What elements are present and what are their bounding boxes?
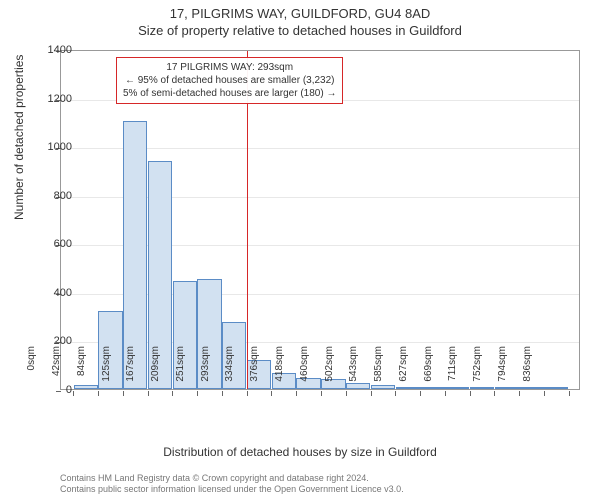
xtick-label: 418sqm [274,346,285,396]
xtick-label: 251sqm [175,346,186,396]
plot-region: 0sqm42sqm84sqm125sqm167sqm209sqm251sqm29… [60,50,580,390]
ytick-label: 400 [32,287,72,299]
xtick-label: 293sqm [200,346,211,396]
xtick-label: 669sqm [423,346,434,396]
xtick-label: 460sqm [299,346,310,396]
xtick-label: 543sqm [348,346,359,396]
xtick-mark [544,391,545,396]
xtick-mark [371,391,372,396]
xtick-mark [247,391,248,396]
ytick-label: 200 [32,335,72,347]
ytick-label: 1000 [32,141,72,153]
xtick-label: 794sqm [497,346,508,396]
bar [544,387,568,389]
xtick-label: 334sqm [224,346,235,396]
xtick-label: 125sqm [101,346,112,396]
x-axis-label: Distribution of detached houses by size … [0,445,600,459]
xtick-mark [271,391,272,396]
xtick-label: 836sqm [522,346,533,396]
ytick-label: 1200 [32,93,72,105]
ytick-label: 600 [32,238,72,250]
footer-line2: Contains public sector information licen… [60,484,404,496]
xtick-mark [470,391,471,396]
footer-line1: Contains HM Land Registry data © Crown c… [60,473,404,485]
xtick-mark [420,391,421,396]
xtick-label: 209sqm [150,346,161,396]
xtick-mark [494,391,495,396]
xtick-mark [296,391,297,396]
chart-container: 17, PILGRIMS WAY, GUILDFORD, GU4 8AD Siz… [0,0,600,500]
xtick-mark [346,391,347,396]
xtick-label: 84sqm [76,346,87,396]
ytick-label: 1400 [32,44,72,56]
xtick-mark [321,391,322,396]
footer-attribution: Contains HM Land Registry data © Crown c… [60,473,404,496]
annotation-line: ← 95% of detached houses are smaller (3,… [123,74,336,87]
xtick-label: 627sqm [398,346,409,396]
xtick-label: 376sqm [249,346,260,396]
xtick-mark [98,391,99,396]
y-axis-label: Number of detached properties [12,55,26,220]
xtick-label: 711sqm [447,346,458,396]
xtick-mark [73,391,74,396]
xtick-mark [519,391,520,396]
xtick-mark [123,391,124,396]
xtick-mark [172,391,173,396]
title-address: 17, PILGRIMS WAY, GUILDFORD, GU4 8AD [0,0,600,21]
xtick-mark [222,391,223,396]
annotation-line: 17 PILGRIMS WAY: 293sqm [123,61,336,74]
xtick-label: 585sqm [373,346,384,396]
xtick-mark [148,391,149,396]
xtick-mark [197,391,198,396]
annotation-line: 5% of semi-detached houses are larger (1… [123,87,336,100]
xtick-mark [569,391,570,396]
annotation-box: 17 PILGRIMS WAY: 293sqm← 95% of detached… [116,57,343,104]
xtick-label: 167sqm [125,346,136,396]
xtick-mark [445,391,446,396]
xtick-mark [395,391,396,396]
xtick-label: 502sqm [324,346,335,396]
ytick-label: 0 [32,384,72,396]
xtick-label: 752sqm [472,346,483,396]
title-subtitle: Size of property relative to detached ho… [0,21,600,38]
chart-area: 0sqm42sqm84sqm125sqm167sqm209sqm251sqm29… [60,50,580,390]
ytick-label: 800 [32,190,72,202]
